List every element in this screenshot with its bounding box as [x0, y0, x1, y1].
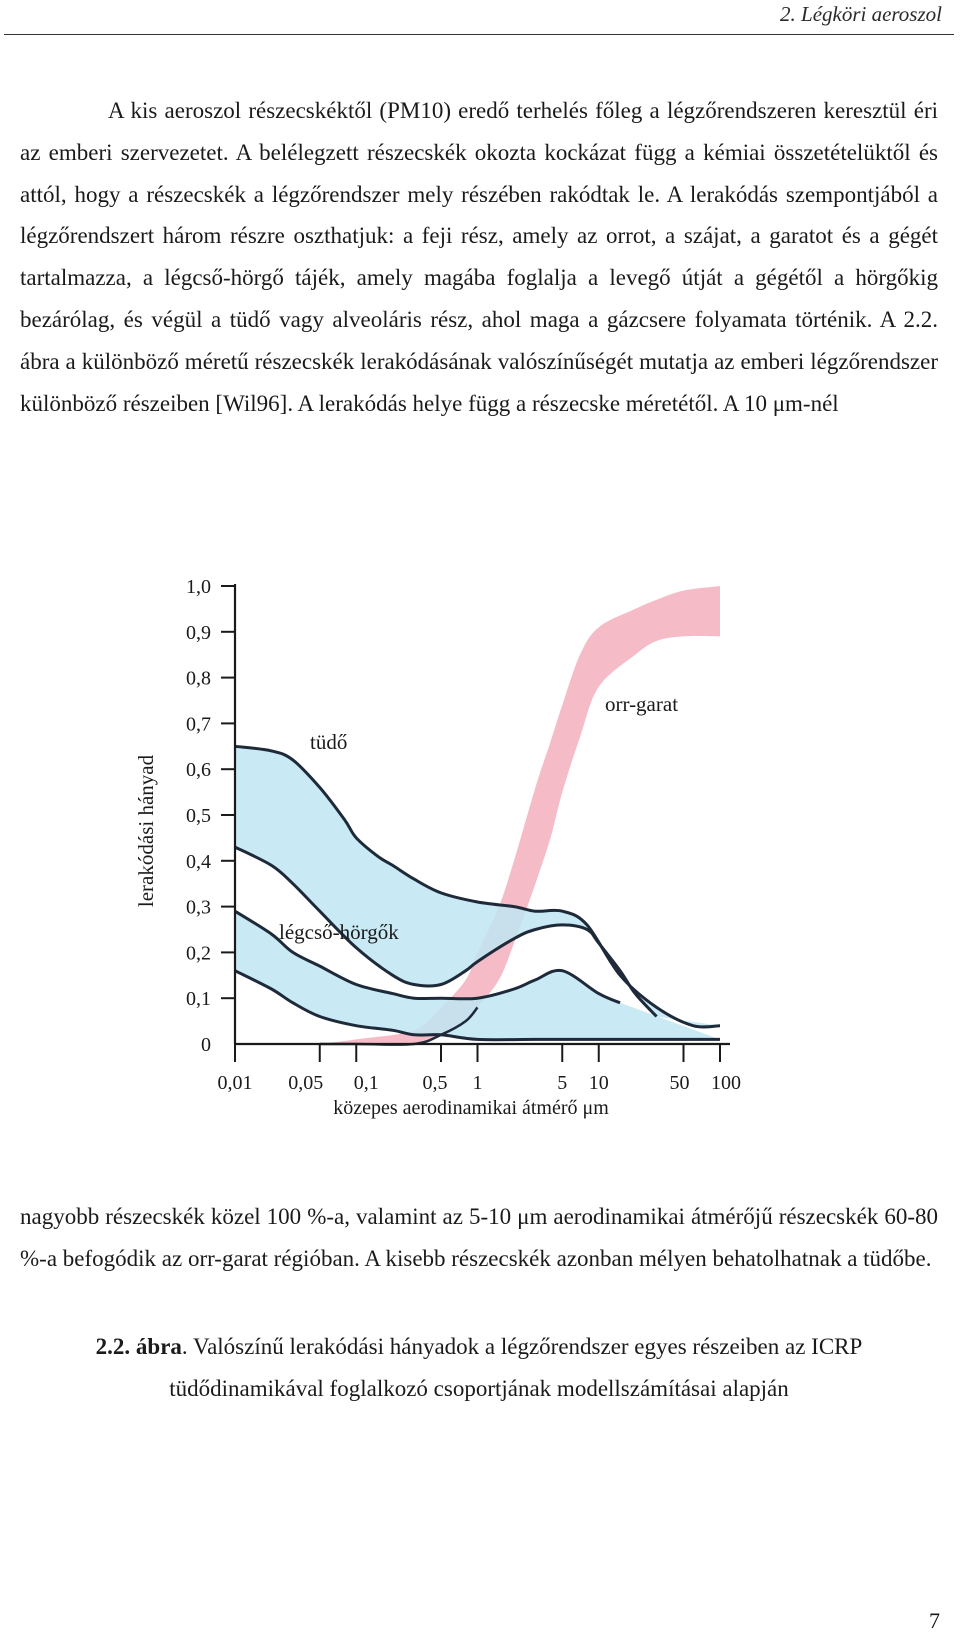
y-axis-label: lerakódási hányad [134, 754, 158, 907]
deposition-chart: 0 0,1 0,2 0,3 0,4 0,5 0,6 0,7 0,8 0,9 1,0 0,01 0,05 0… [105, 576, 795, 1160]
x-tick-label: 1 [473, 1072, 483, 1094]
body-paragraph-2: nagyobb részecskék közel 100 %-a, valami… [20, 1204, 938, 1271]
y-tick-label: 0,7 [186, 713, 211, 735]
caption-text: . Valószínű lerakódási hányadok a légzőr… [169, 1334, 863, 1401]
x-tick-label: 0,05 [288, 1072, 323, 1094]
page-header: 2. Légköri aeroszol [0, 0, 960, 36]
x-tick-label: 0,5 [423, 1072, 448, 1094]
x-tick-label: 10 [589, 1072, 609, 1094]
x-tick-label: 100 [711, 1072, 741, 1094]
chart-axes: 0 0,1 0,2 0,3 0,4 0,5 0,6 0,7 0,8 0,9 1,0 0,01 0,05 0… [186, 576, 741, 1094]
body-paragraph-1: A kis aeroszol részecskéktől (PM10) ered… [20, 98, 938, 416]
x-tick-label: 0,01 [218, 1072, 253, 1094]
y-tick-label: 0,4 [186, 851, 211, 873]
x-tick-label: 0,1 [354, 1072, 379, 1094]
header-title: 2. Légköri aeroszol [780, 2, 942, 26]
series-label-tudo: tüdő [310, 730, 347, 754]
curve-l-gcs--h-rg-k-lower [234, 969, 720, 1042]
y-tick-label: 0,3 [186, 897, 211, 919]
y-tick-label: 0,6 [186, 759, 211, 781]
curve-l-gcs--h-rg-k-upper [234, 909, 621, 1005]
chart-bands [235, 586, 720, 1045]
band-orr-garat [319, 586, 720, 1045]
y-tick-label: 0,5 [186, 805, 211, 827]
chart-svg: 0 0,1 0,2 0,3 0,4 0,5 0,6 0,7 0,8 0,9 1,0 0,01 0,05 0… [134, 576, 741, 1119]
y-tick-label: 0,1 [186, 988, 211, 1010]
band-l-gcs--h-rg-k [235, 911, 720, 1040]
series-label-legcso-horgok: légcső-hörgők [279, 920, 399, 944]
x-tick-label: 50 [670, 1072, 690, 1094]
figure-caption: 2.2. ábra. Valószínű lerakódási hányadok… [20, 1326, 938, 1410]
x-tick-label: 5 [557, 1072, 567, 1094]
curve-t-d--lower [234, 845, 658, 1018]
band-t-d- [235, 746, 720, 1028]
curve-t-d--upper [234, 744, 721, 1029]
y-tick-label: 0,8 [186, 668, 211, 690]
x-axis-label: közepes aerodinamikai átmérő μm [333, 1097, 609, 1119]
y-tick-label: 0,9 [186, 622, 211, 644]
series-label-orr-garat: orr-garat [605, 692, 678, 716]
y-tick-label: 0 [201, 1034, 211, 1056]
y-tick-label: 0,2 [186, 942, 211, 964]
caption-label: 2.2. ábra [95, 1334, 182, 1359]
header-rule [4, 34, 954, 35]
page-number: 7 [929, 1608, 940, 1633]
y-tick-label: 1,0 [186, 580, 211, 598]
chart-curves [234, 744, 721, 1046]
